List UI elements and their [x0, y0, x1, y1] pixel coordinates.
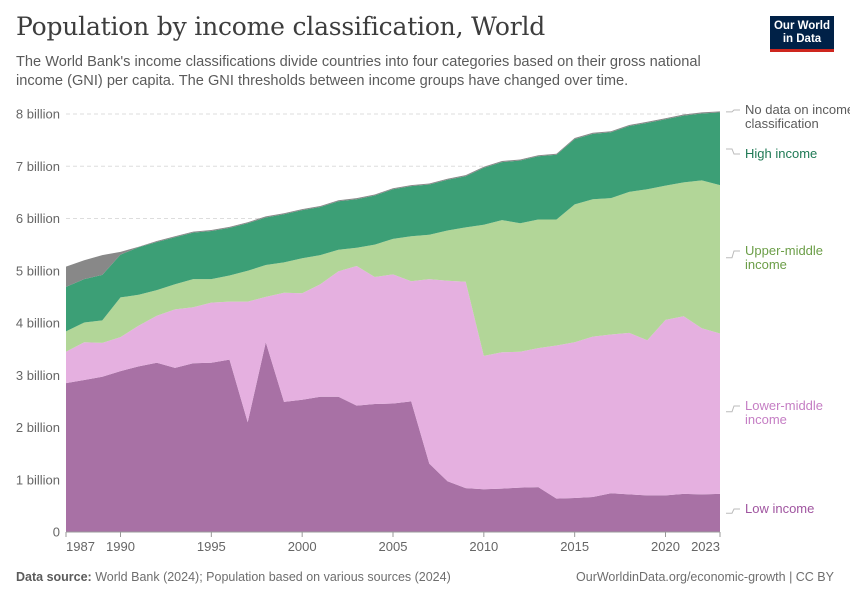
logo-line-1: Our World [773, 20, 830, 32]
legend-label: High income [745, 146, 817, 161]
x-tick-label: 2005 [379, 539, 408, 554]
area-high-income [66, 112, 720, 332]
legend-label: No data on income [745, 102, 850, 117]
x-tick-label: 1990 [106, 539, 135, 554]
legend-connector [726, 508, 740, 514]
legend-connector [726, 109, 740, 113]
y-tick-label: 4 billion [16, 316, 60, 331]
legend-label-line2: income [745, 412, 787, 427]
source-label: Data source: [16, 570, 92, 584]
logo-line-2: in Data [782, 32, 822, 45]
legend-label: Upper-middle [745, 243, 823, 258]
y-tick-label: 0 [53, 525, 60, 540]
x-tick-label: 2015 [560, 539, 589, 554]
stacked-areas [66, 111, 720, 532]
area-low-income [66, 342, 720, 532]
source-text: World Bank (2024); Population based on v… [95, 570, 451, 584]
x-tick-label: 1987 [66, 539, 95, 554]
legend-label-line2: classification [745, 116, 819, 131]
footer-url[interactable]: OurWorldinData.org/economic-growth | CC … [576, 570, 834, 584]
legend-label: Low income [745, 501, 814, 516]
y-tick-label: 1 billion [16, 472, 60, 487]
x-tick-label: 2020 [651, 539, 680, 554]
y-tick-label: 7 billion [16, 159, 60, 174]
x-tick-label: 2010 [469, 539, 498, 554]
owid-logo[interactable]: Our World in Data [770, 16, 834, 52]
chart-title: Population by income classification, Wor… [16, 12, 546, 41]
x-tick-label: 2000 [288, 539, 317, 554]
y-tick-label: 8 billion [16, 107, 60, 122]
y-tick-label: 3 billion [16, 368, 60, 383]
axes: 0 1 billion 2 billion 3 billion 4 billion 5 b… [16, 107, 721, 554]
x-tick-label: 1995 [197, 539, 226, 554]
chart-subtitle: The World Bank's income classifications … [16, 54, 701, 89]
x-tick-label: 2023 [691, 539, 720, 554]
y-tick-label: 5 billion [16, 263, 60, 278]
legend-label: Lower-middle [745, 398, 823, 413]
data-source: Data source: World Bank (2024); Populati… [16, 570, 451, 584]
legend-connector [726, 405, 740, 413]
legend-label-line2: income [745, 257, 787, 272]
y-tick-label: 2 billion [16, 420, 60, 435]
legend-connector [726, 148, 740, 155]
area-upper-middle-income [66, 180, 720, 356]
y-tick-label: 6 billion [16, 211, 60, 226]
area-lower-middle-income [66, 266, 720, 499]
legend-connector [726, 250, 740, 259]
